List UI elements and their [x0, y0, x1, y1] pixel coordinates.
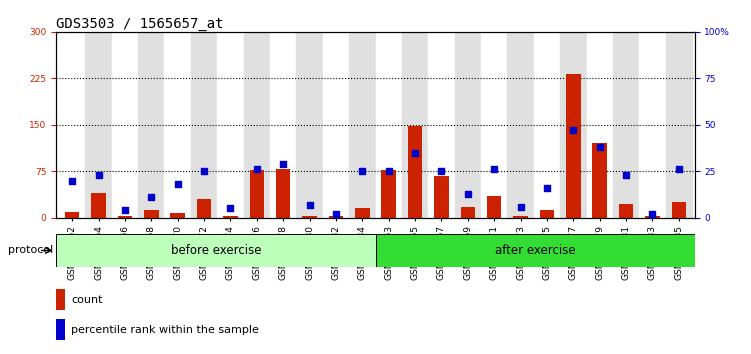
Bar	[270, 32, 297, 218]
Bar	[402, 32, 428, 218]
Point	[488, 167, 500, 172]
Bar	[639, 32, 665, 218]
Bar	[619, 204, 633, 218]
Bar	[56, 289, 65, 310]
Bar	[170, 213, 185, 218]
Text: before exercise: before exercise	[170, 244, 261, 257]
Point	[330, 211, 342, 217]
Bar	[323, 32, 349, 218]
Bar	[276, 170, 291, 218]
Point	[251, 167, 263, 172]
Bar	[560, 32, 587, 218]
Point	[145, 194, 157, 200]
Point	[198, 169, 210, 174]
Point	[594, 144, 606, 150]
Text: percentile rank within the sample: percentile rank within the sample	[71, 325, 259, 335]
Point	[673, 167, 685, 172]
Point	[92, 172, 104, 178]
Bar	[118, 216, 132, 218]
Bar	[223, 216, 237, 218]
Bar	[164, 32, 191, 218]
Point	[514, 204, 526, 210]
Bar	[487, 196, 502, 218]
Bar	[540, 210, 554, 218]
Bar	[349, 32, 376, 218]
Bar	[92, 193, 106, 218]
Text: GDS3503 / 1565657_at: GDS3503 / 1565657_at	[56, 17, 224, 31]
Bar	[587, 32, 613, 218]
Point	[66, 178, 78, 183]
Point	[620, 172, 632, 178]
Bar	[59, 32, 86, 218]
Bar	[138, 32, 164, 218]
Point	[436, 169, 448, 174]
Bar	[613, 32, 639, 218]
Point	[172, 181, 184, 187]
Bar	[56, 234, 376, 267]
Bar	[665, 32, 692, 218]
Bar	[454, 32, 481, 218]
Point	[647, 211, 659, 217]
Bar	[382, 170, 396, 218]
Text: count: count	[71, 295, 102, 305]
Point	[541, 185, 553, 191]
Bar	[434, 176, 448, 218]
Bar	[86, 32, 112, 218]
Point	[409, 150, 421, 155]
Point	[356, 169, 368, 174]
Bar	[593, 143, 607, 218]
Bar	[460, 207, 475, 218]
Bar	[197, 199, 211, 218]
Bar	[243, 32, 270, 218]
Bar	[514, 216, 528, 218]
Bar	[645, 216, 659, 218]
Point	[383, 169, 395, 174]
Bar	[329, 216, 343, 218]
Bar	[355, 209, 369, 218]
Bar	[56, 319, 65, 341]
Point	[462, 191, 474, 196]
Bar	[144, 210, 158, 218]
Bar	[112, 32, 138, 218]
Bar	[428, 32, 454, 218]
Point	[119, 207, 131, 213]
Bar	[65, 212, 80, 218]
Bar	[508, 32, 534, 218]
Bar	[671, 202, 686, 218]
Bar	[303, 216, 317, 218]
Point	[567, 127, 579, 133]
Bar	[376, 234, 695, 267]
Bar	[191, 32, 217, 218]
Point	[303, 202, 315, 207]
Bar	[566, 74, 581, 218]
Bar	[217, 32, 243, 218]
Bar	[534, 32, 560, 218]
Point	[277, 161, 289, 167]
Bar	[408, 126, 422, 218]
Text: after exercise: after exercise	[495, 244, 575, 257]
Text: protocol: protocol	[8, 245, 53, 256]
Bar	[376, 32, 402, 218]
Bar	[297, 32, 323, 218]
Bar	[249, 170, 264, 218]
Bar	[481, 32, 508, 218]
Point	[225, 206, 237, 211]
